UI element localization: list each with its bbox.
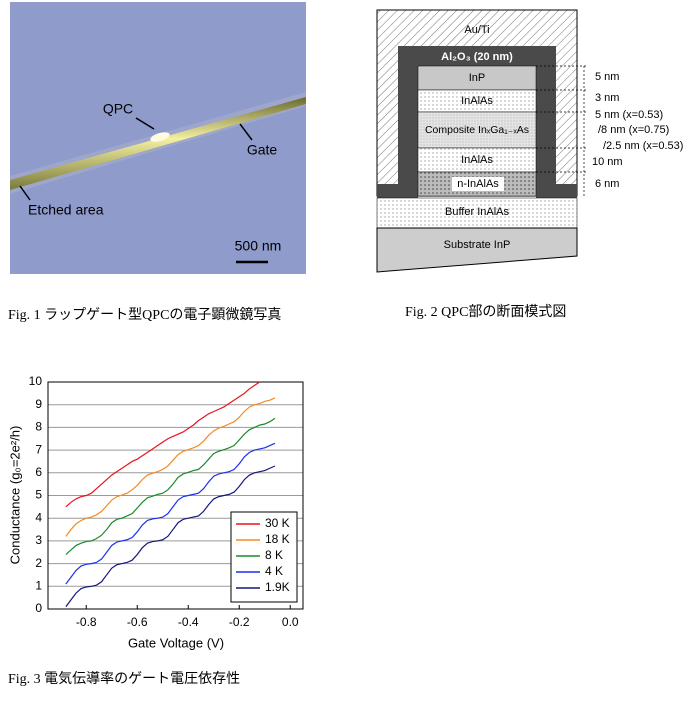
dimension-lines — [536, 65, 588, 196]
legend-box — [230, 511, 298, 603]
thickness-label: 6 nm — [595, 178, 619, 190]
layer-label: InAlAs — [461, 95, 493, 107]
substrate-layer — [376, 227, 578, 273]
layer-label: Au/Ti — [464, 24, 489, 36]
thickness-label: /8 nm (x=0.75) — [598, 124, 669, 136]
etched-label: Etched area — [28, 202, 104, 218]
layer-label: Al₂O₃ (20 nm) — [441, 51, 513, 63]
arrow — [135, 117, 155, 130]
buffer-layer — [376, 197, 578, 229]
x-tick-label: -0.8 — [76, 615, 97, 629]
legend-label: 1.9K — [265, 580, 290, 594]
x-tick-label: -0.6 — [127, 615, 148, 629]
x-tick-label: -0.4 — [178, 615, 199, 629]
qpc-spot — [150, 132, 170, 142]
y-tick-label: 7 — [35, 442, 42, 456]
layer-label: n-InAlAs — [457, 178, 499, 190]
y-tick-label: 0 — [35, 601, 42, 615]
layer-label: Buffer InAlAs — [445, 206, 509, 218]
fig3: Gate Voltage (V) Conductance (g₀=2e²/h) … — [7, 374, 304, 687]
y-tick-label: 2 — [35, 556, 42, 570]
caption: Fig. 2 QPC部の断面模式図 — [405, 304, 566, 320]
legend-label: 8 K — [265, 548, 283, 562]
y-tick-label: 8 — [35, 420, 42, 434]
thickness-label: 3 nm — [595, 92, 619, 104]
label-bg — [452, 177, 504, 191]
y-tick-label: 9 — [35, 397, 42, 411]
caption: Fig. 3 電気伝導率のゲート電圧依存性 — [8, 671, 240, 687]
thickness-label: 5 nm (x=0.53) — [595, 109, 663, 121]
fig1: QPC Gate Etched area 500 nm Fig. 1 ラップゲー… — [8, 2, 306, 323]
y-tick-label: 1 — [35, 578, 42, 592]
y-tick-label: 6 — [35, 465, 42, 479]
y-tick-label: 5 — [35, 488, 42, 502]
layer-label: Composite InₓGa₁₋ₓAs — [425, 124, 529, 136]
fig2: Au/Ti Al₂O₃ (20 nm) InP InAlAs Composite… — [376, 9, 683, 320]
thickness-label: 5 nm — [595, 71, 619, 83]
legend-label: 30 K — [265, 516, 290, 530]
series-line — [65, 397, 276, 537]
series-line — [65, 417, 276, 555]
inp-layer — [417, 65, 537, 91]
legend-label: 18 K — [265, 532, 290, 546]
gate-line — [10, 97, 306, 190]
layer-label: InP — [469, 72, 486, 84]
caption: Fig. 1 ラップゲート型QPCの電子顕微鏡写真 — [8, 307, 281, 323]
gate-label: Gate — [247, 142, 278, 158]
y-axis-label: Conductance (g₀=2e²/h) — [7, 426, 22, 565]
qpc-label: QPC — [103, 101, 133, 117]
thickness-label: 10 nm — [592, 156, 623, 168]
ingaas-layer — [417, 111, 537, 149]
x-axis-label: Gate Voltage (V) — [128, 635, 224, 650]
scale-label: 500 nm — [235, 238, 282, 254]
layer-label: Substrate InP — [444, 239, 511, 251]
arrow — [239, 123, 253, 141]
y-tick-label: 4 — [35, 510, 42, 524]
series-line — [65, 381, 260, 508]
series-line — [65, 442, 276, 585]
arrow — [19, 185, 31, 201]
oxide-layer — [377, 46, 577, 198]
layer-label: InAlAs — [461, 154, 493, 166]
inalas-layer — [417, 147, 537, 173]
thickness-label: /2.5 nm (x=0.53) — [603, 140, 683, 152]
y-tick-label: 10 — [29, 374, 43, 388]
plot-frame — [47, 381, 304, 610]
x-tick-label: -0.2 — [229, 615, 250, 629]
legend-label: 4 K — [265, 564, 283, 578]
series-line — [65, 465, 276, 608]
y-tick-label: 3 — [35, 533, 42, 547]
x-tick-label: 0.0 — [282, 615, 299, 629]
